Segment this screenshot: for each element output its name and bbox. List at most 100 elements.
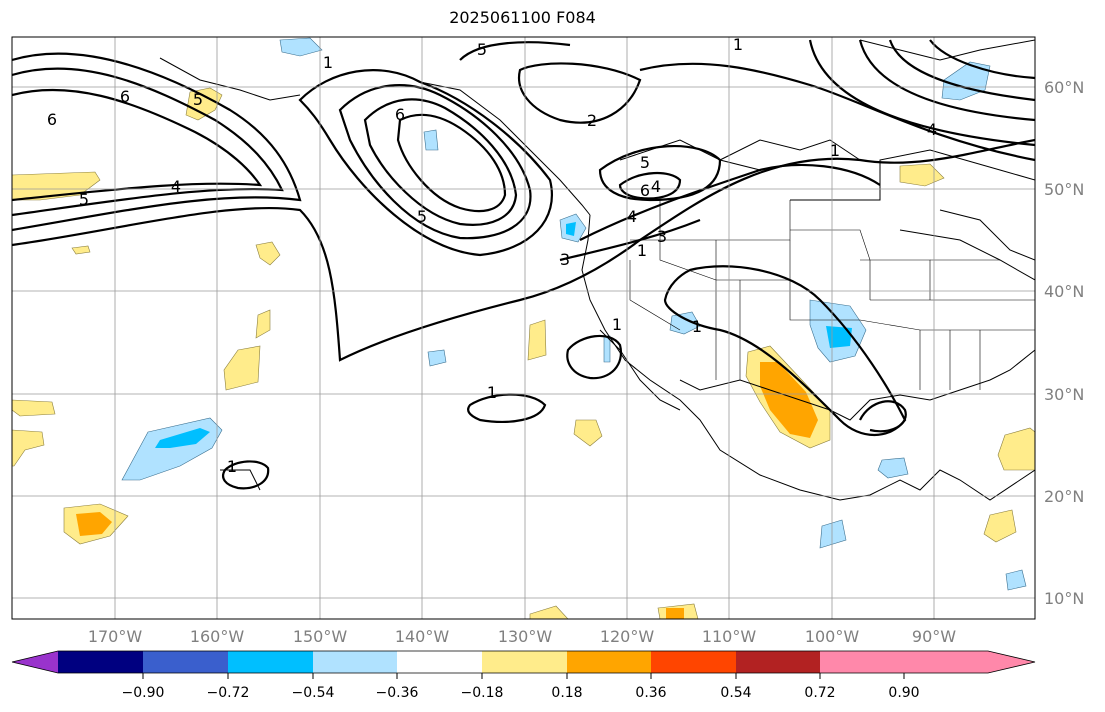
- graticule: [12, 37, 1035, 619]
- contour-label: 4: [651, 177, 661, 196]
- map-frame: [11, 36, 1036, 620]
- contour-label: 5: [417, 207, 427, 226]
- colorbar-segment: [651, 651, 736, 673]
- map-title: 2025061100 F084: [449, 8, 596, 27]
- lon-label: 170°W: [88, 627, 143, 646]
- lat-label: 10°N: [1044, 589, 1084, 608]
- contour-label: 6: [395, 105, 405, 124]
- contour-label: 3: [560, 250, 570, 269]
- negative-anomaly-area: [877, 457, 909, 479]
- colorbar-tick-label: −0.18: [461, 685, 504, 701]
- negative-anomaly-area: [819, 519, 847, 549]
- contour-label: 5: [79, 190, 89, 209]
- contour-label: 1: [323, 53, 333, 72]
- colorbar-segment: [313, 651, 398, 673]
- negative-anomaly-area: [603, 335, 611, 363]
- positive-anomaly-area: [573, 419, 603, 447]
- colorbar-tick-label: −0.72: [207, 685, 250, 701]
- contour-label: 5: [640, 153, 650, 172]
- colorbar-segment: [567, 651, 652, 673]
- anomaly-fills: [12, 37, 1035, 619]
- contour-label: 4: [627, 207, 637, 226]
- lon-label: 120°W: [600, 627, 655, 646]
- lat-label: 20°N: [1044, 487, 1084, 506]
- colorbar-tick-label: −0.90: [122, 685, 165, 701]
- contour-label: 4: [171, 177, 181, 196]
- positive-anomaly-area: [71, 245, 91, 255]
- colorbar-tick-label: 0.72: [804, 685, 835, 701]
- lat-label: 60°N: [1044, 78, 1084, 97]
- positive-anomaly-area: [12, 429, 45, 467]
- lon-label: 130°W: [498, 627, 553, 646]
- positive-anomaly-area: [760, 362, 818, 438]
- contour-label: 5: [193, 90, 203, 109]
- lon-label: 150°W: [293, 627, 348, 646]
- state-borders: [629, 200, 1035, 390]
- colorbar-segment: [397, 651, 482, 673]
- negative-anomaly-area: [1005, 569, 1027, 591]
- colorbar: −0.90 −0.72 −0.54 −0.36 −0.18 0.18 0.36 …: [11, 650, 1036, 701]
- colorbar-segment: [482, 651, 567, 673]
- contour-lines: [12, 39, 1035, 490]
- contour-label: 5: [477, 40, 487, 59]
- latitude-labels: 60°N 50°N 40°N 30°N 20°N 10°N: [1044, 78, 1084, 608]
- contour-label: 1: [227, 457, 237, 476]
- lon-label: 90°W: [912, 627, 956, 646]
- contour-label: 1: [637, 241, 647, 260]
- colorbar-tick-label: −0.54: [292, 685, 335, 701]
- colorbar-tick-labels: −0.90 −0.72 −0.54 −0.36 −0.18 0.18 0.36 …: [122, 685, 920, 701]
- positive-anomaly-area: [899, 163, 945, 187]
- lon-label: 160°W: [190, 627, 245, 646]
- contour-label: 2: [587, 111, 597, 130]
- positive-anomaly-area: [666, 608, 684, 619]
- negative-anomaly-area: [566, 222, 576, 236]
- longitude-labels: 170°W 160°W 150°W 140°W 130°W 120°W 110°…: [88, 627, 956, 646]
- positive-anomaly-area: [76, 512, 112, 536]
- contour-label: 6: [640, 181, 650, 200]
- colorbar-segment: [143, 651, 228, 673]
- positive-anomaly-area: [997, 427, 1035, 471]
- positive-anomaly-area: [983, 509, 1017, 543]
- contour-label: 1: [612, 315, 622, 334]
- colorbar-segment: [58, 651, 143, 673]
- lat-label: 40°N: [1044, 282, 1084, 301]
- contour-label: 3: [657, 227, 667, 246]
- contour-label: 4: [927, 120, 937, 139]
- negative-anomaly-area: [121, 417, 223, 481]
- map-body: 5 1 2 6 6 4 5 5 4 5 6 4 3 1 1 1 1 1 4 6 …: [12, 35, 1035, 619]
- positive-anomaly-area: [255, 309, 271, 339]
- lon-label: 100°W: [805, 627, 860, 646]
- negative-anomaly-area: [423, 129, 439, 151]
- colorbar-outline: [11, 650, 1036, 674]
- negative-anomaly-area: [279, 37, 323, 57]
- contour-label: 1: [830, 141, 840, 160]
- contour-label: 1: [733, 35, 743, 54]
- contour-label: 1: [692, 317, 702, 336]
- colorbar-tick-label: 0.90: [888, 685, 919, 701]
- lon-label: 110°W: [702, 627, 757, 646]
- negative-anomaly-area: [155, 428, 210, 448]
- colorbar-segment: [228, 651, 313, 673]
- negative-anomaly-area: [826, 326, 852, 348]
- lat-label: 30°N: [1044, 385, 1084, 404]
- positive-anomaly-area: [255, 241, 281, 266]
- contour-label: 6: [120, 87, 130, 106]
- lon-label: 140°W: [395, 627, 450, 646]
- positive-anomaly-area: [527, 319, 547, 361]
- colorbar-segment: [820, 651, 904, 673]
- positive-anomaly-area: [529, 605, 569, 619]
- coastlines: [159, 39, 1035, 501]
- negative-anomaly-area: [427, 349, 447, 367]
- contour-labels: 5 1 2 6 6 4 5 5 4 5 6 4 3 1 1 1 1 1 4 6 …: [47, 35, 937, 476]
- colorbar-ticks: [142, 673, 905, 679]
- positive-anomaly-area: [12, 399, 56, 417]
- colorbar-tick-label: −0.36: [376, 685, 419, 701]
- colorbar-segment: [736, 651, 820, 673]
- contour-label: 1: [487, 383, 497, 402]
- colorbar-extend-min: [12, 651, 58, 673]
- positive-anomaly-area: [185, 87, 223, 121]
- lat-label: 50°N: [1044, 180, 1084, 199]
- colorbar-tick-label: 0.36: [635, 685, 666, 701]
- contour-label: 6: [47, 110, 57, 129]
